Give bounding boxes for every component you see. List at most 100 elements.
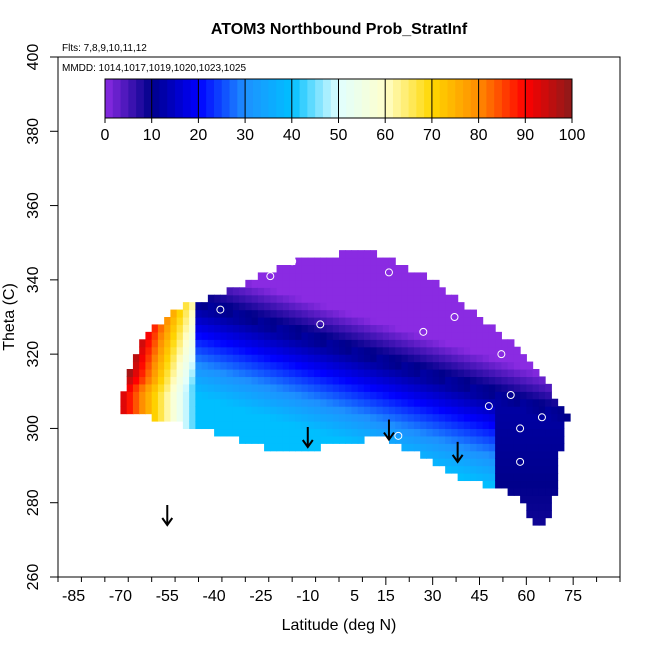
field-cell bbox=[401, 398, 409, 407]
field-cell bbox=[388, 354, 396, 363]
colorbar-segment bbox=[167, 79, 176, 118]
field-cell bbox=[332, 294, 340, 303]
field-cell bbox=[376, 391, 384, 400]
field-cell bbox=[301, 376, 309, 385]
field-cell bbox=[307, 383, 315, 392]
field-cell bbox=[301, 398, 309, 407]
field-cell bbox=[307, 302, 315, 311]
field-cell bbox=[314, 428, 321, 437]
field-cell bbox=[326, 376, 334, 385]
field-cell bbox=[132, 361, 140, 370]
field-cell bbox=[495, 458, 502, 467]
field-cell bbox=[432, 428, 440, 437]
colorbar-segment bbox=[439, 79, 448, 118]
field-cell bbox=[376, 369, 384, 378]
field-cell bbox=[463, 391, 471, 400]
field-cell bbox=[151, 391, 159, 400]
field-cell bbox=[320, 413, 328, 422]
field-cell bbox=[401, 294, 409, 303]
field-cell bbox=[176, 398, 184, 407]
field-cell bbox=[170, 398, 178, 407]
field-cell bbox=[345, 435, 353, 444]
field-cell bbox=[457, 376, 465, 385]
field-cell bbox=[289, 443, 296, 452]
field-cell bbox=[170, 391, 178, 400]
field-cell bbox=[307, 443, 315, 452]
observation-point bbox=[450, 313, 459, 321]
field-cell bbox=[214, 369, 221, 378]
field-cell bbox=[376, 302, 384, 311]
field-cell bbox=[407, 294, 415, 303]
field-cell bbox=[276, 317, 284, 326]
field-cell bbox=[420, 287, 428, 296]
field-cell bbox=[176, 391, 184, 400]
field-cell bbox=[401, 413, 409, 422]
field-cell bbox=[545, 435, 552, 444]
field-cell bbox=[182, 376, 190, 385]
field-cell bbox=[314, 413, 321, 422]
field-cell bbox=[270, 309, 278, 318]
field-cell bbox=[145, 331, 153, 340]
field-cell bbox=[282, 361, 290, 370]
field-cell bbox=[195, 354, 203, 363]
field-cell bbox=[370, 317, 378, 326]
field-cell bbox=[220, 376, 228, 385]
field-cell bbox=[320, 383, 328, 392]
field-cell bbox=[295, 294, 303, 303]
field-cell bbox=[426, 450, 434, 459]
field-cell bbox=[357, 428, 365, 437]
field-cell bbox=[182, 309, 190, 318]
field-cell bbox=[289, 428, 296, 437]
field-cell bbox=[314, 287, 321, 296]
field-cell bbox=[270, 361, 278, 370]
field-cell bbox=[232, 406, 240, 415]
field-cell bbox=[345, 361, 353, 370]
field-cell bbox=[345, 250, 353, 259]
field-cell bbox=[326, 287, 334, 296]
field-cell bbox=[370, 406, 378, 415]
field-cell bbox=[282, 421, 290, 430]
field-cell bbox=[370, 302, 378, 311]
field-cell bbox=[326, 354, 334, 363]
field-cell bbox=[488, 331, 496, 340]
colorbar-tick-label: 10 bbox=[143, 127, 161, 144]
field-cell bbox=[339, 398, 346, 407]
colorbar-segment bbox=[252, 79, 262, 118]
field-cell bbox=[282, 428, 290, 437]
field-cell bbox=[282, 324, 290, 333]
field-cell bbox=[276, 324, 284, 333]
arrow-markers bbox=[161, 419, 464, 527]
field-cell bbox=[245, 346, 253, 355]
field-cell bbox=[463, 369, 471, 378]
field-cell bbox=[226, 398, 234, 407]
field-cell bbox=[264, 406, 271, 415]
field-cell bbox=[501, 391, 509, 400]
colorbar-segment bbox=[525, 79, 534, 118]
field-cell bbox=[220, 354, 228, 363]
field-cell bbox=[276, 339, 284, 348]
colorbar-segment bbox=[509, 79, 519, 118]
field-cell bbox=[339, 383, 346, 392]
field-cell bbox=[332, 317, 340, 326]
field-cell bbox=[363, 302, 371, 311]
field-cell bbox=[339, 361, 346, 370]
field-cell bbox=[545, 502, 552, 511]
field-cell bbox=[264, 324, 271, 333]
field-cell bbox=[276, 421, 284, 430]
field-cell bbox=[420, 421, 428, 430]
field-cell bbox=[526, 473, 534, 482]
field-cell bbox=[264, 398, 271, 407]
field-cell bbox=[388, 435, 396, 444]
field-cell bbox=[220, 339, 228, 348]
field-cell bbox=[282, 346, 290, 355]
arrow-head bbox=[301, 439, 314, 449]
field-cell bbox=[376, 257, 384, 266]
field-cell bbox=[526, 465, 534, 474]
field-cell bbox=[351, 435, 359, 444]
field-cell bbox=[357, 383, 365, 392]
field-cell bbox=[307, 391, 315, 400]
field-cell bbox=[382, 279, 390, 288]
field-cell bbox=[189, 376, 196, 385]
field-cell bbox=[332, 339, 340, 348]
field-cell bbox=[245, 279, 253, 288]
